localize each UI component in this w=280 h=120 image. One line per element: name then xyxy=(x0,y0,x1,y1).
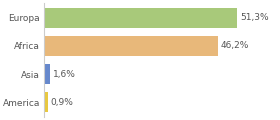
Bar xyxy=(44,92,48,112)
Bar xyxy=(44,8,237,28)
Text: 0,9%: 0,9% xyxy=(51,98,74,107)
Text: 46,2%: 46,2% xyxy=(221,41,249,50)
Bar xyxy=(44,64,50,84)
Text: 51,3%: 51,3% xyxy=(240,13,269,22)
Bar xyxy=(44,36,218,56)
Text: 1,6%: 1,6% xyxy=(53,70,76,79)
